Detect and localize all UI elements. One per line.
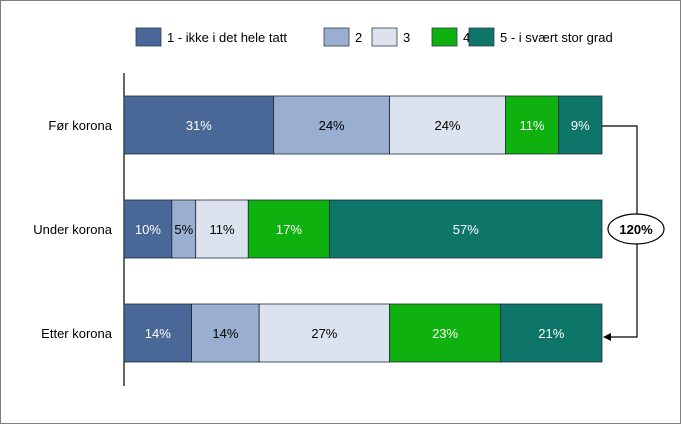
callout-bubble xyxy=(607,213,665,245)
bar-segment-f-r-korona-4 xyxy=(505,95,559,155)
data-label-under-korona-1: 10% xyxy=(135,222,161,237)
data-label-f-r-korona-3: 24% xyxy=(434,118,460,133)
legend-swatch-4 xyxy=(431,27,458,47)
legend-swatch-3 xyxy=(371,27,398,47)
bar-segment-f-r-korona-5 xyxy=(558,95,603,155)
bar-segment-f-r-korona-2 xyxy=(273,95,390,155)
bar-segment-etter-korona-4 xyxy=(389,303,502,363)
data-label-under-korona-4: 17% xyxy=(276,222,302,237)
callout-annotation: 120% xyxy=(602,125,665,341)
data-label-under-korona-3: 11% xyxy=(209,222,234,237)
legend-swatch-5 xyxy=(468,27,495,47)
legend-label-3: 3 xyxy=(403,30,410,45)
bar-segment-under-korona-5 xyxy=(329,199,603,259)
bar-segment-under-korona-3 xyxy=(195,199,249,259)
legend: 1 - ikke i det hele tatt 2 3 4 5 - i svært s… xyxy=(135,27,613,47)
legend-label-4: 4 xyxy=(463,30,470,45)
legend-swatch-1 xyxy=(135,27,162,47)
data-label-etter-korona-1: 14% xyxy=(145,326,171,341)
bar-segment-etter-korona-3 xyxy=(258,303,390,363)
data-label-f-r-korona-4: 11% xyxy=(519,118,544,133)
data-label-etter-korona-4: 23% xyxy=(432,326,458,341)
data-label-under-korona-5: 57% xyxy=(453,222,479,237)
bar-segment-under-korona-1 xyxy=(123,199,173,259)
data-label-etter-korona-2: 14% xyxy=(212,326,238,341)
data-label-f-r-korona-1: 31% xyxy=(186,118,212,133)
category-label-f-r-korona: Før korona xyxy=(48,118,112,133)
data-label-under-korona-2: 5% xyxy=(174,222,193,237)
callout-text: 120% xyxy=(619,222,653,237)
category-labels: Før korona Under korona Etter korona xyxy=(33,118,113,341)
callout-arrowhead xyxy=(603,333,611,341)
category-label-etter-korona: Etter korona xyxy=(41,326,113,341)
data-label-etter-korona-3: 27% xyxy=(311,326,337,341)
bars: 31% 24% 24% 11% 9% 10% 5% 11% 17% 57% 14% 14% 27% 23%… xyxy=(123,95,603,363)
data-label-f-r-korona-2: 24% xyxy=(319,118,345,133)
data-label-etter-korona-5: 21% xyxy=(538,326,564,341)
legend-label-1: 1 - ikke i det hele tatt xyxy=(167,30,287,45)
legend-label-5: 5 - i svært stor grad xyxy=(500,30,613,45)
bar-segment-under-korona-4 xyxy=(247,199,330,259)
bar-segment-etter-korona-2 xyxy=(191,303,260,363)
bar-segment-f-r-korona-1 xyxy=(123,95,275,155)
data-label-f-r-korona-5: 9% xyxy=(571,118,590,133)
legend-label-2: 2 xyxy=(355,30,362,45)
legend-swatch-2 xyxy=(323,27,350,47)
bar-segment-etter-korona-5 xyxy=(500,303,603,363)
category-label-under-korona: Under korona xyxy=(33,222,113,237)
